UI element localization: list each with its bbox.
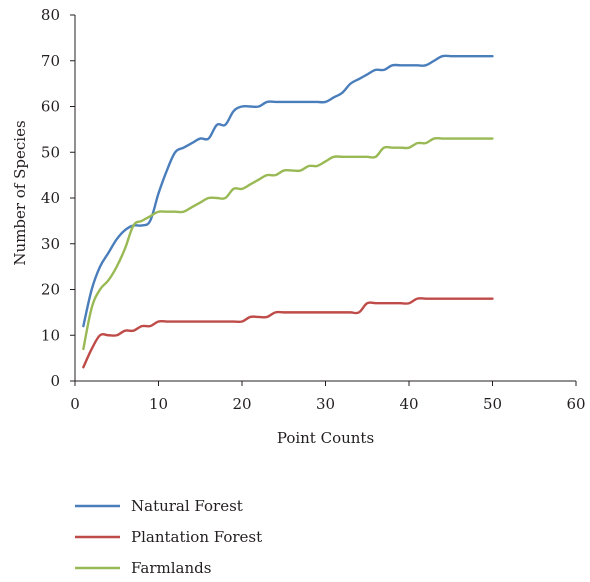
x-tick-label: 40 (399, 395, 418, 413)
y-tick-label: 30 (41, 235, 60, 253)
series-line-natural-forest (82, 54, 494, 328)
x-tick-label: 10 (149, 395, 168, 413)
series-line-plantation-forest (82, 297, 494, 369)
y-tick-label: 20 (41, 281, 60, 299)
y-tick-label: 70 (41, 52, 60, 70)
x-axis-ticks: 0 10 20 30 40 50 60 (70, 381, 586, 413)
series-line-farmlands (82, 136, 494, 351)
series-layer (82, 54, 494, 369)
x-tick-label: 0 (70, 395, 80, 413)
y-tick-label: 60 (41, 98, 60, 116)
y-tick-label: 0 (50, 372, 60, 390)
x-tick-label: 30 (316, 395, 335, 413)
legend: Natural Forest Plantation Forest Farmlands (75, 497, 262, 577)
y-tick-label: 10 (41, 326, 60, 344)
legend-label-natural-forest: Natural Forest (131, 497, 243, 515)
y-tick-label: 40 (41, 189, 60, 207)
y-tick-label: 80 (41, 6, 60, 24)
x-axis-title: Point Counts (277, 429, 374, 447)
x-tick-label: 50 (483, 395, 502, 413)
y-axis-ticks: 0 10 20 30 40 50 60 70 80 (41, 6, 75, 390)
y-tick-label: 50 (41, 143, 60, 161)
x-tick-label: 20 (232, 395, 251, 413)
legend-label-plantation-forest: Plantation Forest (131, 528, 262, 546)
x-tick-label: 60 (566, 395, 585, 413)
legend-label-farmlands: Farmlands (131, 559, 211, 577)
y-axis-title: Number of Species (11, 120, 29, 265)
